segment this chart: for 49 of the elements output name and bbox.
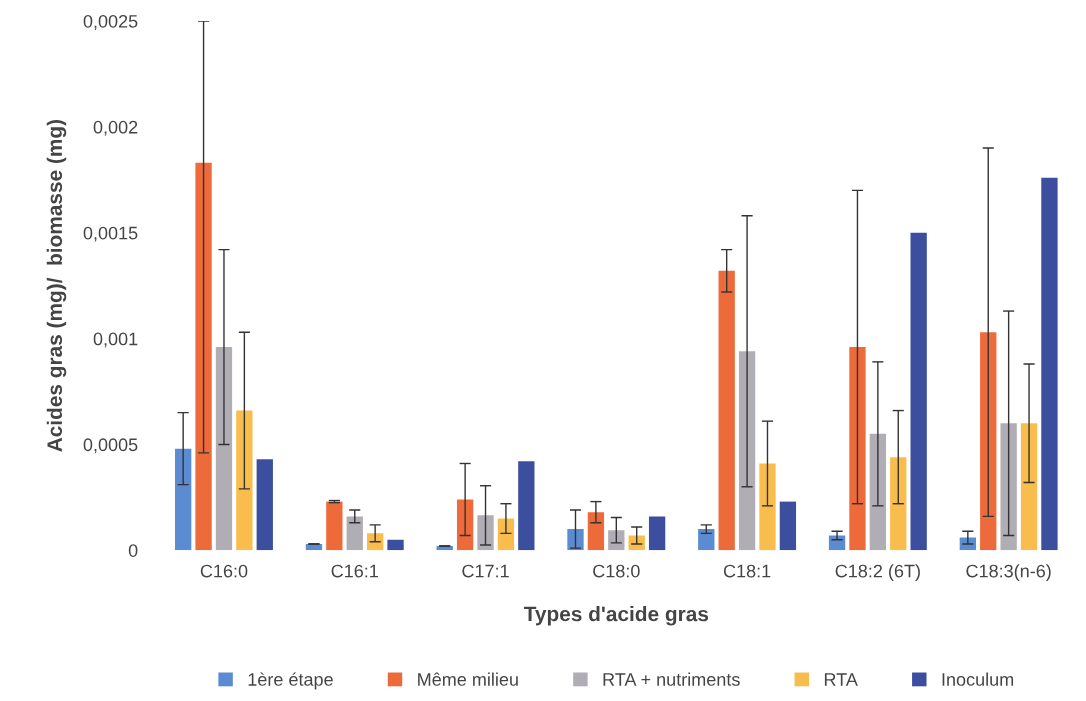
y-tick-label: 0,0005 [83, 438, 138, 454]
bar [587, 512, 605, 551]
x-tick-label: C18:0 [593, 564, 640, 578]
bar [346, 516, 363, 551]
bar [256, 459, 273, 551]
y-tick-label: 0,001 [93, 332, 138, 348]
bar [648, 516, 666, 551]
bar [1041, 177, 1058, 551]
y-tick-label: 0,0025 [83, 14, 138, 30]
x-tick-label: C18:2 (6T) [835, 564, 920, 581]
bar [387, 539, 404, 551]
y-tick-label: 0,0015 [83, 226, 138, 242]
bar [869, 433, 887, 551]
bar [828, 535, 846, 551]
bar [718, 270, 735, 551]
bar [195, 162, 212, 551]
legend-label: RTA [824, 673, 858, 686]
x-tick-label: C18:1 [723, 564, 771, 578]
legend-label: Inoculum [942, 672, 1014, 686]
x-tick-label: C16:1 [331, 564, 378, 578]
y-tick-label: 0 [128, 544, 138, 558]
x-tick-label: C18:3(n-6) [966, 564, 1051, 581]
bar [910, 232, 927, 551]
bar [518, 461, 535, 551]
bar [849, 347, 866, 551]
bar [215, 347, 233, 551]
bar [456, 499, 474, 551]
bar [608, 530, 625, 551]
bar [1000, 423, 1017, 551]
x-tick-label: C16:0 [200, 564, 248, 578]
y-tick-label: 0,002 [93, 120, 138, 136]
bar [698, 529, 715, 551]
bar [980, 332, 997, 551]
legend-label: 1ère étape [248, 672, 333, 690]
bar [759, 463, 776, 551]
x-tick-label: C17:1 [462, 564, 509, 578]
legend-label: RTA + nutriments [603, 672, 740, 686]
legend-label: Même milieu [418, 672, 518, 686]
y-axis-title: Acides gras (mg)/ biomasse (mg) [46, 119, 67, 452]
bar [175, 448, 192, 551]
bar [497, 518, 515, 551]
bar [477, 515, 494, 551]
x-axis-title: Types d'acide gras [523, 606, 709, 626]
bar [890, 457, 907, 551]
bar [1020, 423, 1038, 551]
bar [326, 501, 343, 551]
bar [738, 351, 756, 551]
bar [779, 501, 797, 551]
bar [236, 410, 253, 551]
